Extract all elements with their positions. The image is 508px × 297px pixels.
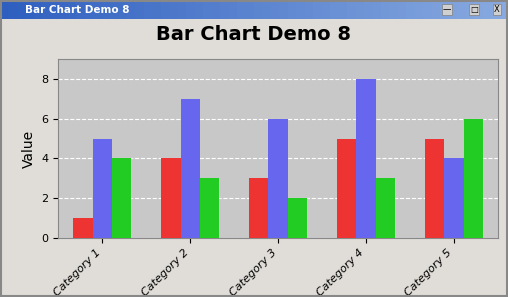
Bar bbox=[337, 139, 356, 238]
Bar bbox=[152, 0, 161, 19]
Bar bbox=[474, 0, 483, 19]
Bar bbox=[296, 0, 305, 19]
Bar bbox=[415, 0, 423, 19]
Bar bbox=[432, 0, 440, 19]
Bar bbox=[73, 218, 92, 238]
Bar bbox=[464, 119, 483, 238]
Bar bbox=[288, 0, 296, 19]
Bar bbox=[212, 0, 220, 19]
Bar bbox=[444, 158, 464, 238]
Bar bbox=[76, 0, 85, 19]
Bar bbox=[110, 0, 118, 19]
Bar bbox=[381, 0, 390, 19]
Bar bbox=[245, 0, 254, 19]
Bar bbox=[186, 0, 195, 19]
Text: □: □ bbox=[470, 5, 478, 14]
Bar bbox=[271, 0, 279, 19]
Bar bbox=[85, 0, 93, 19]
Bar bbox=[118, 0, 127, 19]
Bar bbox=[440, 0, 449, 19]
Bar bbox=[288, 198, 307, 238]
Bar bbox=[491, 0, 499, 19]
Bar bbox=[68, 0, 76, 19]
Bar bbox=[249, 178, 268, 238]
Bar bbox=[483, 0, 491, 19]
Bar bbox=[92, 139, 112, 238]
Bar bbox=[180, 99, 200, 238]
Text: —: — bbox=[443, 5, 451, 14]
Y-axis label: Value: Value bbox=[22, 129, 36, 168]
Bar bbox=[161, 0, 169, 19]
Bar bbox=[268, 119, 288, 238]
Bar bbox=[161, 158, 180, 238]
Bar bbox=[17, 0, 25, 19]
Text: Bar Chart Demo 8: Bar Chart Demo 8 bbox=[25, 5, 130, 15]
Bar bbox=[34, 0, 42, 19]
Bar bbox=[42, 0, 51, 19]
Bar bbox=[263, 0, 271, 19]
Bar bbox=[169, 0, 178, 19]
Bar bbox=[398, 0, 406, 19]
Bar bbox=[457, 0, 466, 19]
Bar bbox=[25, 0, 34, 19]
Bar bbox=[279, 0, 288, 19]
Bar bbox=[220, 0, 229, 19]
Bar bbox=[364, 0, 372, 19]
Bar bbox=[372, 0, 381, 19]
Bar bbox=[200, 178, 219, 238]
Bar bbox=[390, 0, 398, 19]
Bar bbox=[322, 0, 330, 19]
Text: X: X bbox=[494, 5, 500, 14]
Bar bbox=[449, 0, 457, 19]
Bar bbox=[466, 0, 474, 19]
Bar bbox=[356, 0, 364, 19]
Bar bbox=[51, 0, 59, 19]
Bar bbox=[499, 0, 508, 19]
Bar bbox=[356, 79, 376, 238]
Bar bbox=[195, 0, 203, 19]
Bar bbox=[229, 0, 237, 19]
Bar bbox=[423, 0, 432, 19]
Bar bbox=[313, 0, 322, 19]
Bar bbox=[203, 0, 212, 19]
Bar bbox=[330, 0, 339, 19]
Bar bbox=[144, 0, 152, 19]
Bar bbox=[305, 0, 313, 19]
Bar bbox=[102, 0, 110, 19]
Bar bbox=[237, 0, 245, 19]
Bar bbox=[339, 0, 347, 19]
Bar bbox=[178, 0, 186, 19]
Bar bbox=[136, 0, 144, 19]
Bar bbox=[376, 178, 395, 238]
Bar bbox=[59, 0, 68, 19]
Bar bbox=[347, 0, 356, 19]
Bar bbox=[0, 0, 9, 19]
Bar bbox=[9, 0, 17, 19]
Bar bbox=[425, 139, 444, 238]
Bar bbox=[127, 0, 136, 19]
Bar bbox=[406, 0, 415, 19]
Bar bbox=[112, 158, 132, 238]
Bar bbox=[93, 0, 102, 19]
Text: Bar Chart Demo 8: Bar Chart Demo 8 bbox=[156, 25, 352, 44]
Bar bbox=[254, 0, 263, 19]
